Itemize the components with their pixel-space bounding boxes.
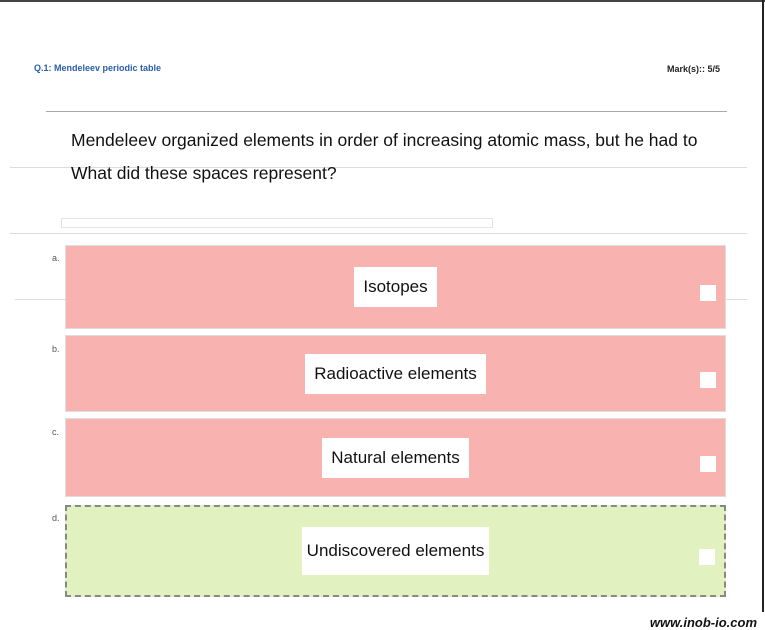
option-label: d. [52,513,60,523]
watermark: www.inob-io.com [649,615,757,630]
option-c[interactable]: Natural elements [65,418,726,497]
question-line-1: Mendeleev organized elements in order of… [71,130,698,150]
answer-box [61,218,493,228]
option-text: Undiscovered elements [301,527,490,575]
option-text: Natural elements [322,437,469,478]
right-border [762,0,764,612]
option-a[interactable]: Isotopes [65,245,726,329]
question-title: Q.1: Mendeleev periodic table [34,63,162,73]
checkbox[interactable] [700,371,716,388]
question-text: Mendeleev organized elements in order of… [71,124,697,190]
option-label: b. [52,344,60,354]
divider [46,111,727,112]
divider [10,233,747,234]
option-text: Radioactive elements [305,353,486,394]
checkbox[interactable] [699,549,715,565]
option-b[interactable]: Radioactive elements [65,335,726,412]
checkbox[interactable] [700,285,716,301]
option-label: a. [52,253,60,263]
divider [10,167,747,168]
option-text: Isotopes [354,267,437,307]
question-line-2: What did these spaces represent? [71,163,337,183]
option-d[interactable]: Undiscovered elements [65,505,726,597]
option-label: c. [52,427,60,437]
checkbox[interactable] [700,455,716,472]
top-border [0,0,765,2]
marks: Mark(s):: 5/5 [666,64,720,74]
